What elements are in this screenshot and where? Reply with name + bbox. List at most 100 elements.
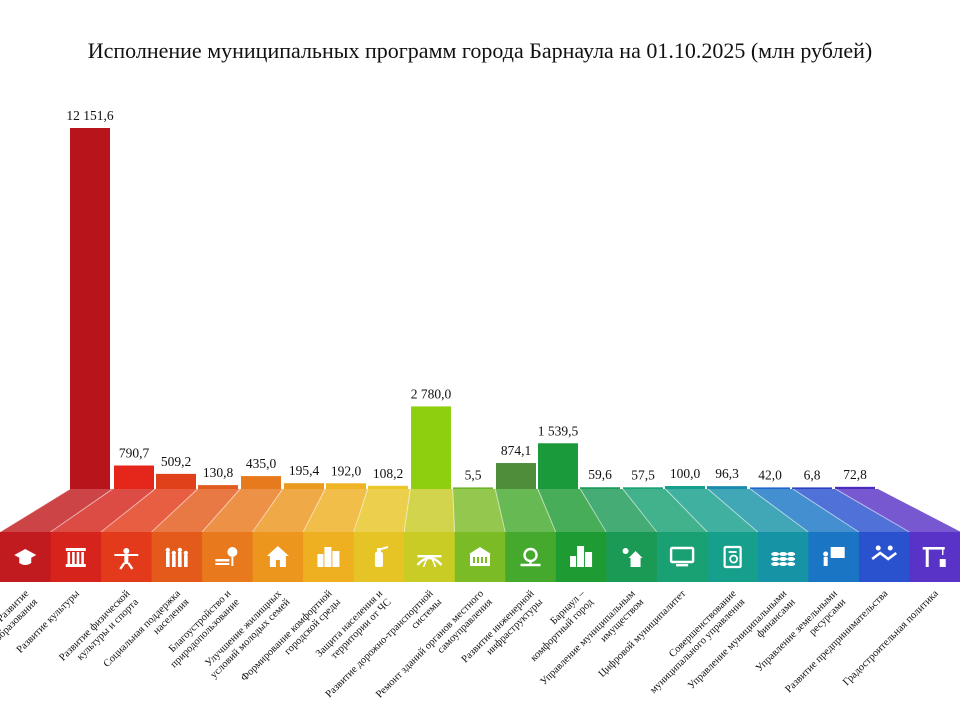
bar (707, 486, 747, 489)
band-segment (252, 489, 326, 532)
construction-crane-icon (922, 547, 946, 567)
band-divider (792, 488, 860, 533)
value-label: 1 539,5 (538, 423, 579, 438)
band-divider (151, 488, 198, 533)
bar (411, 406, 451, 489)
weightlifter-icon (114, 548, 139, 570)
value-labels-group: 12 151,6 790,7 509,2 130,8 435,0 195,4 192,0 10… (66, 108, 867, 482)
band-segment (835, 489, 960, 532)
band-segment (750, 489, 860, 532)
bar (326, 483, 366, 489)
bar (835, 486, 875, 489)
value-label: 12 151,6 (66, 108, 114, 123)
band-divider (537, 488, 557, 533)
band-segment (792, 489, 911, 532)
bar (241, 476, 281, 489)
value-label: 195,4 (289, 463, 320, 478)
bar (750, 487, 790, 489)
value-label: 100,0 (670, 466, 701, 481)
category-label: Градостроительная политика (841, 588, 941, 688)
band-divider (353, 488, 369, 533)
bar (156, 473, 196, 489)
band-divider (622, 488, 658, 533)
band-divider (665, 488, 708, 533)
band-segment (353, 489, 411, 532)
band-segment (404, 489, 456, 532)
coin-stacks-icon (771, 552, 796, 566)
value-label: 108,2 (373, 466, 403, 481)
land-hectare-board-icon (823, 547, 845, 566)
band-segment (151, 489, 241, 532)
bar (368, 485, 408, 489)
bar (453, 487, 493, 489)
band-segment (101, 489, 198, 532)
value-label: 509,2 (161, 454, 191, 469)
band-divider (494, 488, 506, 533)
graduation-cap-icon (14, 549, 37, 565)
bar (284, 483, 324, 489)
band-segment (622, 489, 709, 532)
perspective-band-group (0, 488, 960, 533)
value-label: 874,1 (501, 443, 531, 458)
category-tile (202, 532, 254, 582)
band-divider (750, 488, 809, 533)
band-divider (201, 488, 241, 533)
engineering-network-icon (520, 547, 541, 567)
category-tile (656, 532, 708, 582)
road-bridge-icon (416, 555, 443, 568)
value-label: 5,5 (465, 467, 482, 482)
value-label: 96,3 (715, 466, 739, 481)
band-divider (302, 488, 326, 533)
bar (792, 487, 832, 489)
chart-title: Исполнение муниципальных программ города… (87, 38, 873, 63)
value-label: 192,0 (331, 463, 362, 478)
computer-monitor-icon (669, 546, 695, 567)
property-house-icon (622, 548, 643, 567)
theater-columns-icon (65, 548, 86, 567)
band-segment (665, 489, 759, 532)
value-label: 59,6 (588, 467, 612, 482)
bar (665, 486, 705, 489)
band-divider (707, 488, 759, 533)
category-label-line: Градостроительная политика (841, 588, 941, 688)
band-divider (403, 488, 411, 533)
city-skyline-icon (570, 546, 593, 567)
bar (496, 463, 536, 489)
category-tile (505, 532, 557, 582)
value-label: 6,8 (804, 467, 821, 482)
band-divider (452, 488, 456, 533)
value-label: 790,7 (119, 446, 150, 461)
band-divider (835, 488, 910, 533)
bar (114, 465, 154, 489)
city-buildings-icon (317, 547, 340, 567)
fire-extinguisher-icon (374, 546, 389, 567)
bar (70, 128, 110, 489)
category-tile (757, 532, 810, 582)
band-segment (303, 489, 368, 532)
bar (198, 485, 238, 489)
band-segment (707, 489, 810, 532)
certificate-icon (723, 545, 742, 569)
value-label: 435,0 (246, 456, 277, 471)
band-segment (202, 489, 283, 532)
category-tile (151, 532, 203, 582)
band-segment (452, 489, 507, 532)
bar (580, 487, 620, 489)
bars-group (70, 128, 875, 489)
band-segment (495, 489, 557, 532)
band-segment (50, 489, 156, 532)
young-family-house-icon (266, 546, 289, 567)
band-segment (580, 489, 658, 532)
band-divider (100, 488, 156, 533)
family-icon (165, 547, 189, 567)
category-tile (707, 532, 759, 582)
value-label: 2 780,0 (411, 386, 452, 401)
band-segment (0, 489, 113, 532)
band-segment (537, 489, 608, 532)
icon-tiles-group (0, 532, 960, 582)
band-divider (0, 488, 71, 533)
band-divider (252, 488, 284, 533)
band-divider (579, 488, 607, 533)
